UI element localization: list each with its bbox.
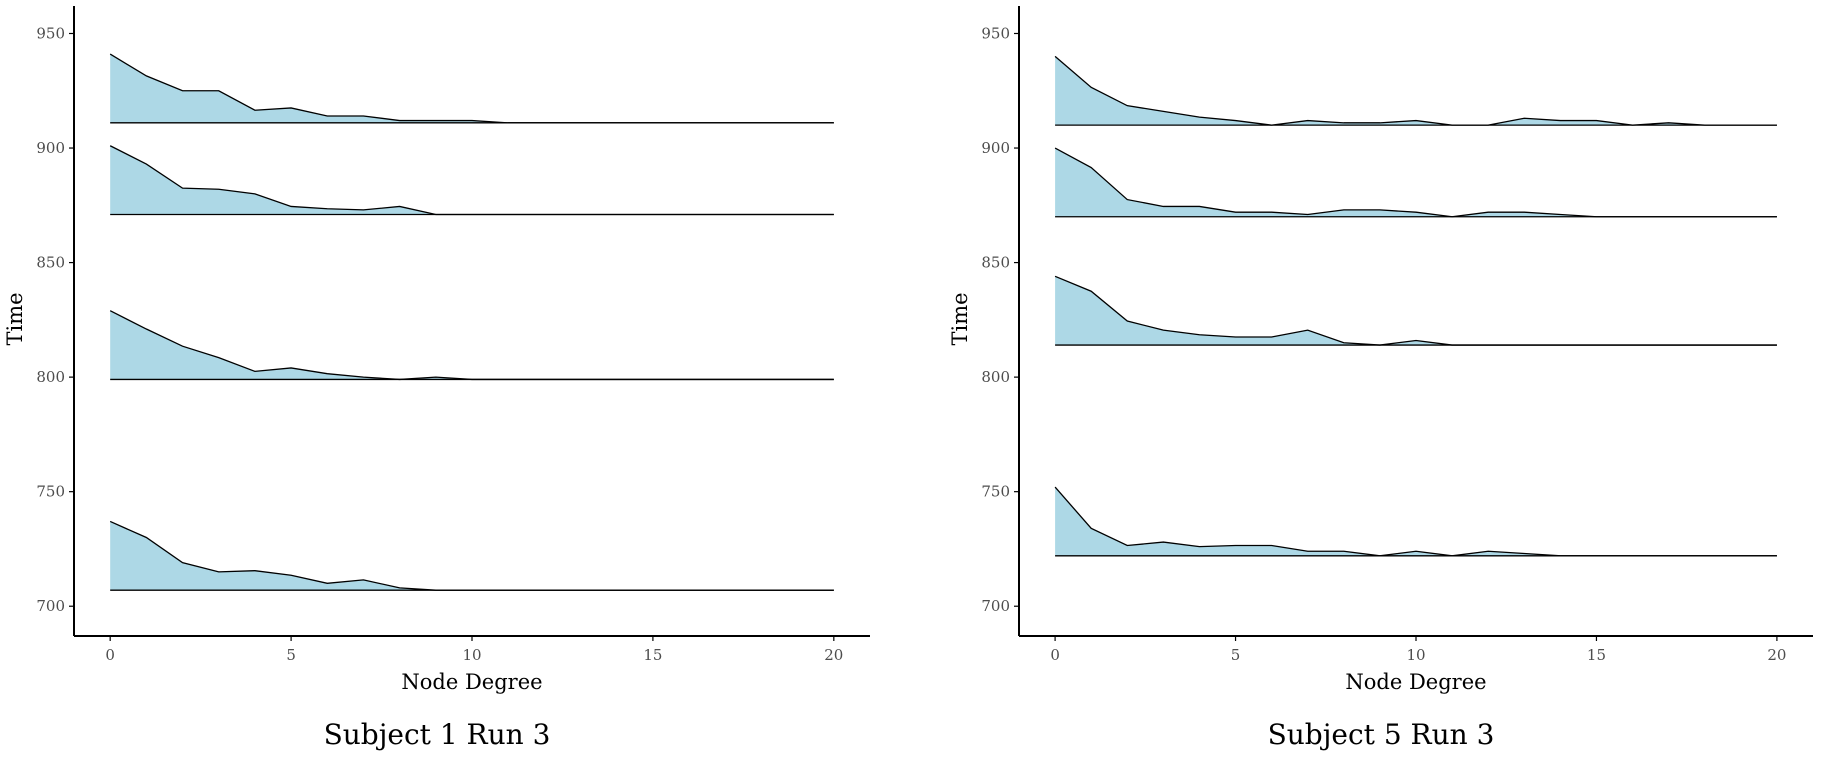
- panel-caption: Subject 5 Run 3: [1268, 718, 1495, 751]
- y-tick-label: 800: [981, 368, 1010, 386]
- series-line-3: [1054, 147, 1777, 218]
- y-axis-title: Time: [948, 292, 972, 345]
- series-area-2: [1055, 276, 1777, 346]
- x-tick-label: 0: [105, 646, 115, 664]
- y-tick-label: 950: [36, 24, 65, 42]
- y-tick-label: 850: [981, 254, 1010, 272]
- axes-group: 700 750 800 850 900 950 0 5 10 15 20: [981, 6, 1813, 664]
- x-tick-label: 15: [643, 646, 662, 664]
- axes-group: 700 750 800 850 900 950 0 5 10 15 20: [36, 6, 870, 664]
- x-tick-label: 10: [462, 646, 481, 664]
- panel-caption: Subject 1 Run 3: [324, 718, 551, 751]
- x-tick-label: 15: [1587, 646, 1606, 664]
- x-tick-label: 20: [824, 646, 843, 664]
- y-tick-label: 750: [36, 483, 65, 501]
- area-series-group: [1054, 55, 1777, 557]
- series-area-1: [1055, 487, 1777, 556]
- panel-subject-5-run-3: 700 750 800 850 900 950 0 5 10 15 20 Node Degree T…: [948, 6, 1813, 751]
- series-area-3: [1055, 148, 1777, 217]
- area-series-group: [109, 53, 834, 591]
- series-area-2: [110, 310, 834, 380]
- x-tick-label: 0: [1050, 646, 1060, 664]
- series-line-4: [1054, 55, 1777, 126]
- x-axis-title: Node Degree: [401, 670, 542, 694]
- y-axis-title: Time: [3, 292, 27, 345]
- y-tick-label: 750: [981, 483, 1010, 501]
- x-tick-label: 20: [1767, 646, 1786, 664]
- x-tick-label: 10: [1406, 646, 1425, 664]
- y-tick-label: 700: [36, 597, 65, 615]
- series-area-4: [1055, 56, 1777, 126]
- y-tick-label: 850: [36, 254, 65, 272]
- y-tick-label: 800: [36, 368, 65, 386]
- y-tick-label: 900: [36, 139, 65, 157]
- y-tick-label: 950: [981, 24, 1010, 42]
- y-tick-label: 900: [981, 139, 1010, 157]
- panel-subject-1-run-3: 700 750 800 850 900 950 0 5 10 15 20 Node Degree T…: [3, 6, 870, 751]
- series-area-3: [110, 145, 834, 215]
- series-area-1: [110, 521, 834, 591]
- y-tick-label: 700: [981, 597, 1010, 615]
- x-axis-title: Node Degree: [1345, 670, 1486, 694]
- x-tick-label: 5: [1231, 646, 1241, 664]
- series-area-4: [110, 54, 834, 123]
- x-tick-label: 5: [286, 646, 296, 664]
